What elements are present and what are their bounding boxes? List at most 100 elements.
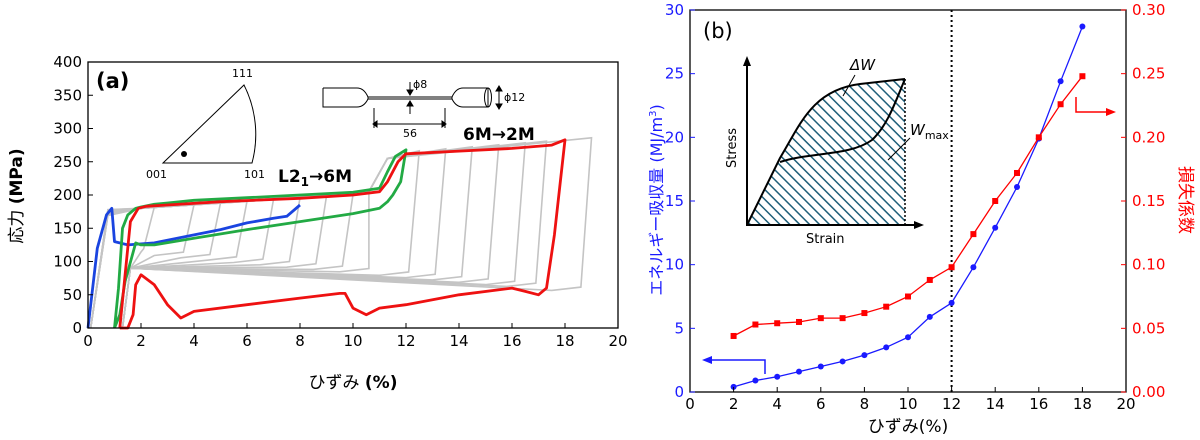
x-tick-label-b: 4 (772, 395, 782, 413)
energy-absorption-point (1057, 78, 1064, 85)
axis-ticks-b: 0 2 4 6 8 10 12 14 16 18 20 0 5 10 15 20 25 30 0.00 0.05 0.1… (665, 1, 1166, 413)
y-tick-label-a: 150 (53, 219, 82, 237)
panel-label-a: (a) (96, 69, 129, 93)
y-tick-label-left-b: 30 (665, 1, 684, 19)
y-tick-label-left-b: 25 (665, 65, 684, 83)
x-tick-label-b: 0 (685, 395, 695, 413)
dim-56: 56 (403, 127, 417, 140)
energy-absorption-point (1014, 183, 1020, 190)
loss-factor-point (905, 293, 911, 300)
left-axis-arrow (702, 356, 766, 374)
annotation-6m-2m: 6M→2M (463, 125, 535, 145)
energy-absorption-point (926, 313, 933, 320)
energy-absorption-point (992, 224, 999, 231)
panel-label-b: (b) (703, 19, 733, 43)
x-tick-label-b: 10 (898, 395, 917, 413)
inset-ylabel: Stress (725, 128, 740, 168)
x-tick-label-a: 12 (396, 332, 415, 350)
pole-101: 101 (244, 168, 265, 181)
y-tick-label-right-b: 0.05 (1132, 319, 1165, 337)
pole-001: 001 (146, 168, 167, 181)
x-tick-label-b: 12 (942, 395, 961, 413)
y-tick-label-a: 50 (63, 286, 82, 304)
y-tick-label-left-b: 15 (665, 192, 684, 210)
loss-factor-point (796, 318, 802, 325)
x-tick-label-a: 10 (343, 332, 362, 350)
energy-absorption-point (730, 383, 737, 390)
loss-factor-point (839, 315, 846, 322)
inset-xlabel: Strain (806, 232, 845, 247)
axis-ticks-a: 0 2 4 6 8 10 12 14 16 18 2005010015020025030035040… (53, 53, 627, 350)
x-tick-label-a: 8 (295, 332, 305, 350)
energy-absorption-point (1079, 23, 1086, 30)
y-tick-label-a: 400 (53, 53, 82, 71)
x-axis-label-b: ひずみ(%) (868, 417, 948, 437)
loss-factor-point (774, 320, 781, 327)
gray-cycle-curve (89, 136, 593, 329)
y-tick-label-left-b: 20 (665, 128, 684, 146)
x-tick-label-b: 18 (1073, 395, 1092, 413)
x-tick-label-a: 4 (189, 332, 199, 350)
w-max-label: Wmax (910, 121, 949, 142)
inset-schematic: Stress Strain ΔW Wmax (725, 56, 949, 247)
energy-absorption-point (948, 299, 955, 306)
x-tick-label-b: 20 (1116, 395, 1135, 413)
specimen-drawing (322, 82, 503, 128)
x-tick-label-a: 18 (555, 332, 574, 350)
loss-factor-point (1079, 73, 1086, 80)
x-axis-label-a: ひずみ (%) (309, 373, 398, 393)
orientation-dot (181, 151, 187, 157)
loss-factor-point (883, 303, 890, 310)
energy-absorption-point (752, 377, 759, 384)
energy-absorption-point (970, 264, 977, 271)
y-axis-label-left-b: エネルギー吸収量 (MJ/m3) (647, 104, 666, 295)
stress-strain-curve (86, 203, 301, 329)
loss-factor-point (817, 315, 824, 322)
x-tick-label-a: 2 (136, 332, 146, 350)
y-axis-label-a: 応力 (MPa) (7, 148, 27, 243)
x-tick-label-a: 0 (83, 332, 93, 350)
panel-a: 0 2 4 6 8 10 12 14 16 18 2005010015020025030035040… (7, 53, 628, 393)
y-tick-label-a: 300 (53, 120, 82, 138)
x-tick-label-b: 6 (816, 395, 826, 413)
panel-b: Stress Strain ΔW Wmax 0 2 4 6 8 10 12 14 16 18 200… (647, 1, 1195, 437)
loss-factor-point (992, 198, 999, 204)
energy-absorption-point (883, 344, 890, 351)
y-tick-label-a: 0 (72, 319, 82, 337)
loss-factor-point (861, 310, 868, 317)
loss-factor-point (1057, 101, 1064, 108)
stress-strain-curve (118, 138, 567, 330)
loss-factor-point (730, 332, 737, 339)
y-tick-label-right-b: 0.00 (1132, 383, 1165, 401)
y-tick-label-a: 350 (53, 86, 82, 104)
pole-111: 111 (232, 67, 253, 80)
energy-absorption-point (774, 373, 781, 380)
y-tick-label-left-b: 0 (674, 383, 684, 401)
energy-absorption-point (861, 352, 868, 359)
annotation-l21-6m: L21→6M (278, 167, 352, 189)
y-tick-label-right-b: 0.10 (1132, 256, 1165, 274)
y-axis-label-right-b: 損失係数 (1175, 166, 1195, 234)
energy-loss-series (730, 10, 1086, 392)
delta-w-label: ΔW (849, 56, 876, 74)
y-tick-label-right-b: 0.20 (1132, 128, 1165, 146)
dim-phi12: ϕ12 (504, 91, 525, 104)
loss-factor-point (1014, 169, 1020, 176)
x-tick-label-a: 16 (502, 332, 521, 350)
colored-curves (86, 138, 567, 330)
y-tick-label-a: 200 (53, 186, 82, 204)
loss-factor-point (970, 231, 977, 238)
y-tick-label-right-b: 0.15 (1132, 192, 1165, 210)
y-tick-label-right-b: 0.25 (1132, 65, 1165, 83)
energy-absorption-point (905, 334, 911, 341)
x-tick-label-a: 6 (242, 332, 252, 350)
energy-absorption-point (839, 358, 846, 365)
y-tick-label-right-b: 0.30 (1132, 1, 1165, 19)
x-tick-label-b: 2 (729, 395, 739, 413)
x-tick-label-b: 14 (986, 395, 1005, 413)
x-tick-label-a: 14 (449, 332, 468, 350)
loss-factor-point (752, 321, 759, 328)
x-tick-label-b: 8 (860, 395, 870, 413)
gray-cycle-curve (89, 198, 275, 329)
